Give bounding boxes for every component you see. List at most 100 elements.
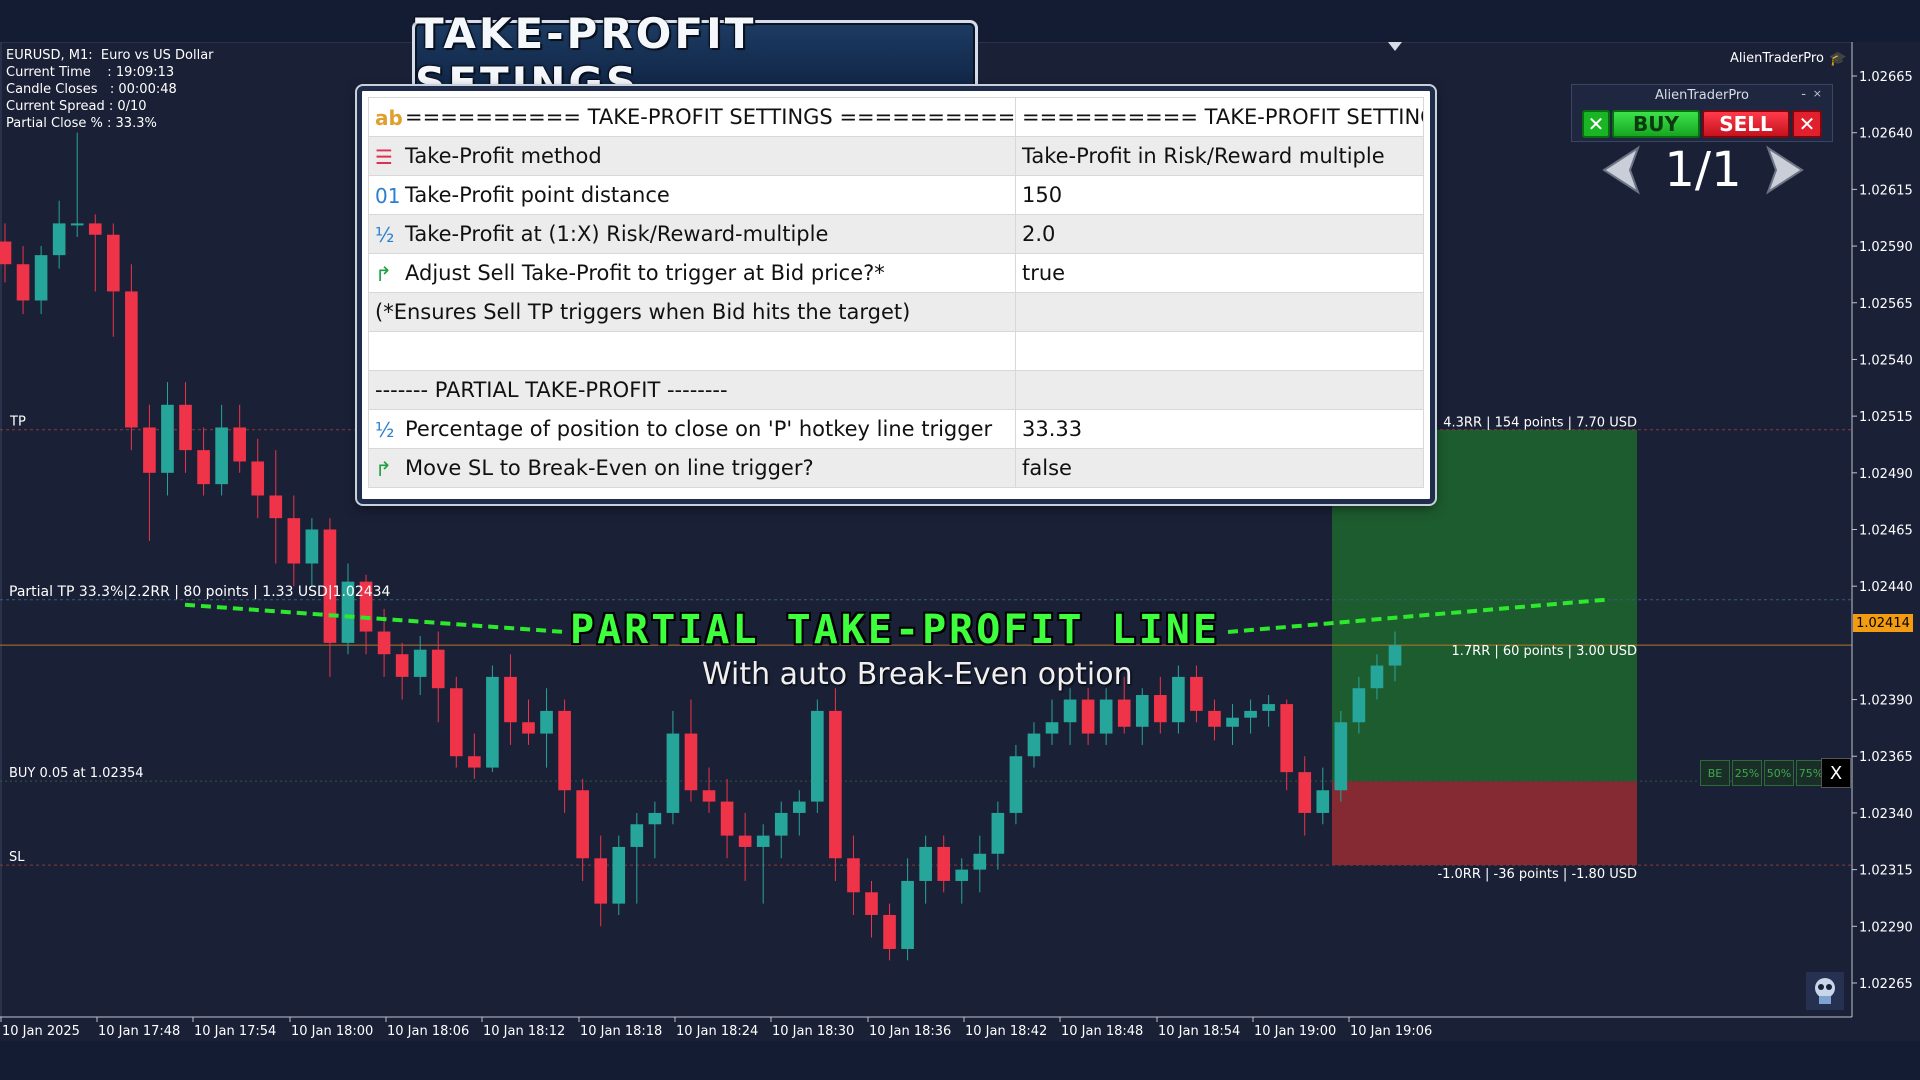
current-time-label: Current Time : 19:09:13 xyxy=(6,65,175,80)
candle-body xyxy=(684,733,698,791)
candle-body xyxy=(197,450,210,485)
candle-body xyxy=(1226,717,1239,727)
candle-body xyxy=(431,649,445,689)
setting-name-cell: ↱ Move SL to Break-Even on line trigger? xyxy=(368,448,1016,488)
breakeven-button[interactable]: BE xyxy=(1700,760,1730,786)
candle-body xyxy=(1135,695,1149,727)
candle-body xyxy=(1172,676,1185,723)
setting-name-cell: ☰ Take-Profit method xyxy=(368,136,1016,176)
candle-body xyxy=(630,824,644,847)
close-all-sells-button[interactable]: ✕ xyxy=(1792,110,1822,138)
candle-body xyxy=(0,241,12,265)
setting-value[interactable] xyxy=(1015,331,1424,371)
candle-body xyxy=(88,223,102,235)
chevron-left-icon[interactable] xyxy=(1598,144,1642,196)
setting-value[interactable]: Take-Profit in Risk/Reward multiple xyxy=(1015,136,1424,176)
alien-skull-icon xyxy=(1806,972,1844,1010)
chart-info: EURUSD, M1: Euro vs US Dollar Current Ti… xyxy=(6,47,214,132)
y-tick-label: 1.02540 xyxy=(1859,353,1913,368)
candle-body xyxy=(179,404,192,451)
buy-button[interactable]: BUY xyxy=(1612,110,1700,138)
settings-row[interactable]: 01 Take-Profit point distance 150 xyxy=(368,175,1424,215)
y-tick-label: 1.02515 xyxy=(1859,410,1913,425)
candle-body xyxy=(774,812,788,836)
setting-value[interactable] xyxy=(1015,370,1424,410)
settings-row[interactable]: (*Ensures Sell TP triggers when Bid hits… xyxy=(368,292,1424,332)
candle-body xyxy=(377,631,391,655)
settings-row[interactable]: ------- PARTIAL TAKE-PROFIT -------- xyxy=(368,370,1424,410)
setting-value[interactable]: 150 xyxy=(1015,175,1424,215)
setting-name-cell: ½ Take-Profit at (1:X) Risk/Reward-multip… xyxy=(368,214,1016,254)
partial-tp-pointer-left xyxy=(184,602,566,634)
candle-body xyxy=(612,846,626,904)
settings-row[interactable]: ½ Percentage of position to close on 'P' … xyxy=(368,409,1424,449)
setting-value[interactable]: 2.0 xyxy=(1015,214,1424,254)
candle-body xyxy=(1280,704,1294,773)
settings-row[interactable]: ½ Take-Profit at (1:X) Risk/Reward-multip… xyxy=(368,214,1424,254)
partial-tp-label: Partial TP 33.3%|2.2RR | 80 points | 1.3… xyxy=(9,584,391,600)
brand-label: AlienTraderPro xyxy=(1730,51,1824,66)
candle-body xyxy=(666,733,680,813)
breakeven-button[interactable]: 50% xyxy=(1764,760,1794,786)
settings-row[interactable]: ↱ Adjust Sell Take-Profit to trigger at B… xyxy=(368,253,1424,293)
current-rr-label: 1.7RR | 60 points | 3.00 USD xyxy=(1452,644,1638,659)
y-tick-label: 1.02490 xyxy=(1859,467,1913,482)
settings-row[interactable]: ↱ Move SL to Break-Even on line trigger? f… xyxy=(368,448,1424,488)
setting-value[interactable]: ========== TAKE-PROFIT SETTINGS xyxy=(1015,97,1424,137)
settings-row[interactable]: ☰ Take-Profit method Take-Profit in Risk/R… xyxy=(368,136,1424,176)
candle-body xyxy=(413,649,427,677)
candle-body xyxy=(901,880,914,949)
candle-body xyxy=(1352,688,1366,723)
chevron-right-icon[interactable] xyxy=(1764,144,1808,196)
x-tick-label: 10 Jan 18:00 xyxy=(291,1024,373,1039)
setting-name: ------- PARTIAL TAKE-PROFIT -------- xyxy=(375,378,728,402)
setting-name: Take-Profit method xyxy=(405,143,602,168)
partial-tp-heading: PARTIAL TAKE-PROFIT LINE xyxy=(570,607,1220,653)
candle-body xyxy=(143,427,156,473)
setting-value[interactable]: 33.33 xyxy=(1015,409,1424,449)
candle-body xyxy=(738,835,752,847)
setting-value[interactable]: false xyxy=(1015,448,1424,488)
y-tick-label: 1.02440 xyxy=(1859,580,1913,595)
setting-name-cell: (*Ensures Sell TP triggers when Bid hits… xyxy=(368,292,1016,332)
shift-marker-icon[interactable] xyxy=(1388,42,1402,51)
candle-body xyxy=(341,581,355,643)
panel-close-button[interactable]: × xyxy=(1812,87,1822,100)
candle-body xyxy=(161,404,174,473)
x-tick-label: 10 Jan 18:12 xyxy=(483,1024,565,1039)
title-banner: TAKE-PROFIT SETINGS xyxy=(412,9,978,107)
candle-body xyxy=(865,892,878,915)
sell-button[interactable]: SELL xyxy=(1702,110,1790,138)
setting-value[interactable] xyxy=(1015,292,1424,332)
x-tick-label: 10 Jan 18:24 xyxy=(676,1024,758,1039)
candle-body xyxy=(883,914,896,949)
bool-arrow-icon: ↱ xyxy=(375,456,392,481)
x-tick-label: 10 Jan 18:54 xyxy=(1158,1024,1240,1039)
candle-body xyxy=(594,858,608,904)
x-tick-label: 10 Jan 18:36 xyxy=(869,1024,951,1039)
trade-panel: AlienTraderPro - × ✕ BUY SELL ✕ xyxy=(1571,84,1833,142)
settings-row[interactable] xyxy=(368,331,1424,371)
setting-name-cell xyxy=(368,331,1016,371)
candle-body xyxy=(1262,704,1275,711)
x-tick-label: 10 Jan 19:06 xyxy=(1350,1024,1432,1039)
setting-name-cell: ½ Percentage of position to close on 'P' … xyxy=(368,409,1016,449)
pager-count: 1/1 xyxy=(1664,142,1742,198)
panel-minimize-button[interactable]: - xyxy=(1801,87,1806,102)
close-all-buys-button[interactable]: ✕ xyxy=(1582,110,1610,138)
candle-body xyxy=(395,654,409,677)
settings-dialog: ab ========== TAKE-PROFIT SETTINGS ======… xyxy=(357,86,1435,504)
symbol-label: EURUSD, M1: Euro vs US Dollar xyxy=(6,48,214,63)
candle-body xyxy=(702,790,716,802)
setting-name-cell: ------- PARTIAL TAKE-PROFIT -------- xyxy=(368,370,1016,410)
breakeven-button[interactable]: 25% xyxy=(1732,760,1762,786)
candle-body xyxy=(540,710,553,734)
setting-value[interactable]: true xyxy=(1015,253,1424,293)
settings-row[interactable]: ab ========== TAKE-PROFIT SETTINGS ======… xyxy=(368,97,1424,137)
candle-body xyxy=(1099,699,1113,734)
candle-body xyxy=(937,846,951,881)
price-chart[interactable]: 1.02665 1.02640 1.02615 1.02590 1.02565 1.025… xyxy=(0,42,1920,1041)
panel-title: AlienTraderPro xyxy=(1655,88,1749,103)
close-position-button[interactable]: X xyxy=(1821,758,1851,788)
candle-body xyxy=(1027,733,1041,757)
